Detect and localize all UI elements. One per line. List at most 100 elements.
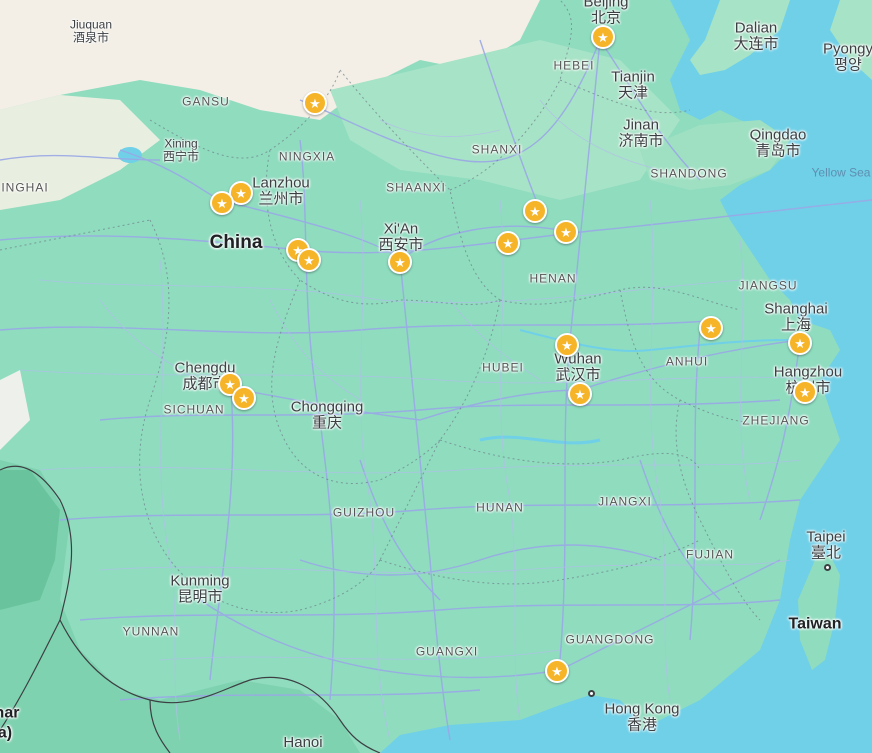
country-label-taiwan: Taiwan xyxy=(788,615,842,633)
city-name-en: Hong Kong xyxy=(604,700,680,718)
province-label-guangdong: GUANGDONG xyxy=(565,632,655,647)
city-label-chongqing: Chongqing 重庆 xyxy=(291,399,364,431)
star-icon: ★ xyxy=(394,254,406,270)
city-name-en: Taipei xyxy=(806,528,846,546)
marker-xian[interactable]: ★ xyxy=(388,250,412,274)
star-icon: ★ xyxy=(561,337,573,353)
marker-henan-west[interactable]: ★ xyxy=(496,231,520,255)
province-label-zhejiang: ZHEJIANG xyxy=(742,413,810,428)
city-name-en: Beijing xyxy=(583,0,629,11)
marker-lanzhou-2[interactable]: ★ xyxy=(210,191,234,215)
city-name-en: Qingdao xyxy=(749,126,807,144)
country-label-edge-1: nar xyxy=(0,704,20,722)
star-icon: ★ xyxy=(529,203,541,219)
city-name-en: Jinan xyxy=(623,116,659,134)
marker-wuhan-2[interactable]: ★ xyxy=(568,382,592,406)
star-icon: ★ xyxy=(309,95,321,111)
city-dot-hongkong xyxy=(587,689,595,697)
star-icon: ★ xyxy=(303,252,315,268)
city-label-dalian: Dalian 大连市 xyxy=(733,20,778,52)
star-icon: ★ xyxy=(705,320,717,336)
marker-gansu-south-2[interactable]: ★ xyxy=(297,248,321,272)
star-icon: ★ xyxy=(597,29,609,45)
city-label-kunming: Kunming 昆明市 xyxy=(170,573,229,605)
marker-shanghai[interactable]: ★ xyxy=(788,331,812,355)
province-label-yunnan: YUNNAN xyxy=(122,624,180,639)
province-label-jiangsu: JIANGSU xyxy=(738,278,798,293)
city-label-jiuquan: Jiuquan 酒泉市 xyxy=(70,18,112,43)
city-name-zh: 西安市 xyxy=(378,236,424,253)
city-name-en: Hangzhou xyxy=(773,363,843,381)
city-name-zh: 臺北 xyxy=(810,544,842,561)
city-dot-taipei xyxy=(823,563,831,571)
marker-ningxia-north[interactable]: ★ xyxy=(303,91,327,115)
city-name-en: Xi'An xyxy=(383,220,419,238)
city-name-zh: 北京 xyxy=(590,9,621,26)
province-label-hubei: HUBEI xyxy=(482,360,524,375)
province-label-shanxi: SHANXI xyxy=(471,142,523,157)
water-label-yellow-sea: Yellow Sea xyxy=(811,165,871,180)
country-label-edge-2: a) xyxy=(0,724,13,742)
city-name-zh: 평양 xyxy=(834,56,862,73)
marker-hangzhou[interactable]: ★ xyxy=(793,380,817,404)
city-name-zh: 上海 xyxy=(780,316,811,333)
province-label-sichuan: SICHUAN xyxy=(163,402,225,417)
province-label-jiangxi: JIANGXI xyxy=(598,494,652,509)
city-name-zh: 成都市 xyxy=(182,375,228,392)
city-label-xian: Xi'An 西安市 xyxy=(378,221,423,253)
city-label-hongkong: Hong Kong 香港 xyxy=(604,701,679,733)
city-name-zh: 青岛市 xyxy=(755,142,801,159)
province-label-hebei: HEBEI xyxy=(553,58,595,73)
city-label-beijing: Beijing 北京 xyxy=(583,0,628,26)
province-label-shandong: SHANDONG xyxy=(650,166,728,181)
province-label-henan: HENAN xyxy=(529,271,577,286)
city-label-jinan: Jinan 济南市 xyxy=(618,117,663,149)
star-icon: ★ xyxy=(238,390,250,406)
marker-shanxi-south[interactable]: ★ xyxy=(523,199,547,223)
city-name-en: Chengdu xyxy=(174,359,236,377)
marker-anhui[interactable]: ★ xyxy=(699,316,723,340)
city-name-zh: 香港 xyxy=(626,716,657,733)
city-name-en: Kunming xyxy=(170,572,230,590)
city-name-zh: 酒泉市 xyxy=(72,30,110,44)
marker-henan-east[interactable]: ★ xyxy=(554,220,578,244)
city-label-xining: Xining 西宁市 xyxy=(163,137,199,162)
marker-guangdong[interactable]: ★ xyxy=(545,659,569,683)
star-icon: ★ xyxy=(560,224,572,240)
marker-chengdu-2[interactable]: ★ xyxy=(232,386,256,410)
marker-beijing[interactable]: ★ xyxy=(591,25,615,49)
city-name-zh: 济南市 xyxy=(618,132,664,149)
province-label-shaanxi: SHAANXI xyxy=(386,180,446,195)
city-name-en: Pyongy xyxy=(822,40,872,58)
star-icon: ★ xyxy=(794,335,806,351)
city-label-tianjin: Tianjin 天津 xyxy=(611,69,655,101)
province-label-anhui: ANHUI xyxy=(665,354,709,369)
marker-lanzhou-1[interactable]: ★ xyxy=(229,181,253,205)
city-label-lanzhou: Lanzhou 兰州市 xyxy=(252,175,310,207)
city-label-taipei: Taipei 臺北 xyxy=(806,529,845,561)
city-name-zh: 大连市 xyxy=(733,35,779,52)
city-name-en: Chongqing xyxy=(290,398,364,416)
star-icon: ★ xyxy=(216,195,228,211)
star-icon: ★ xyxy=(224,376,236,392)
province-label-guizhou: GUIZHOU xyxy=(332,505,396,520)
star-icon: ★ xyxy=(574,386,586,402)
star-icon: ★ xyxy=(502,235,514,251)
city-label-hanoi: Hanoi xyxy=(283,735,322,751)
star-icon: ★ xyxy=(799,384,811,400)
marker-wuhan-1[interactable]: ★ xyxy=(555,333,579,357)
city-label-pyongyang: Pyongy 평양 xyxy=(823,41,872,73)
city-name-zh: 西宁市 xyxy=(162,149,200,163)
city-name-zh: 昆明市 xyxy=(177,588,223,605)
city-name-en: Hanoi xyxy=(283,734,323,752)
star-icon: ★ xyxy=(235,185,247,201)
province-label-fujian: FUJIAN xyxy=(686,547,734,562)
city-name-en: Dalian xyxy=(734,19,778,37)
star-icon: ★ xyxy=(292,242,304,258)
city-name-zh: 重庆 xyxy=(311,414,342,431)
city-label-qingdao: Qingdao 青岛市 xyxy=(750,127,807,159)
province-label-gansu: GANSU xyxy=(182,94,230,109)
province-label-hunan: HUNAN xyxy=(476,500,524,515)
